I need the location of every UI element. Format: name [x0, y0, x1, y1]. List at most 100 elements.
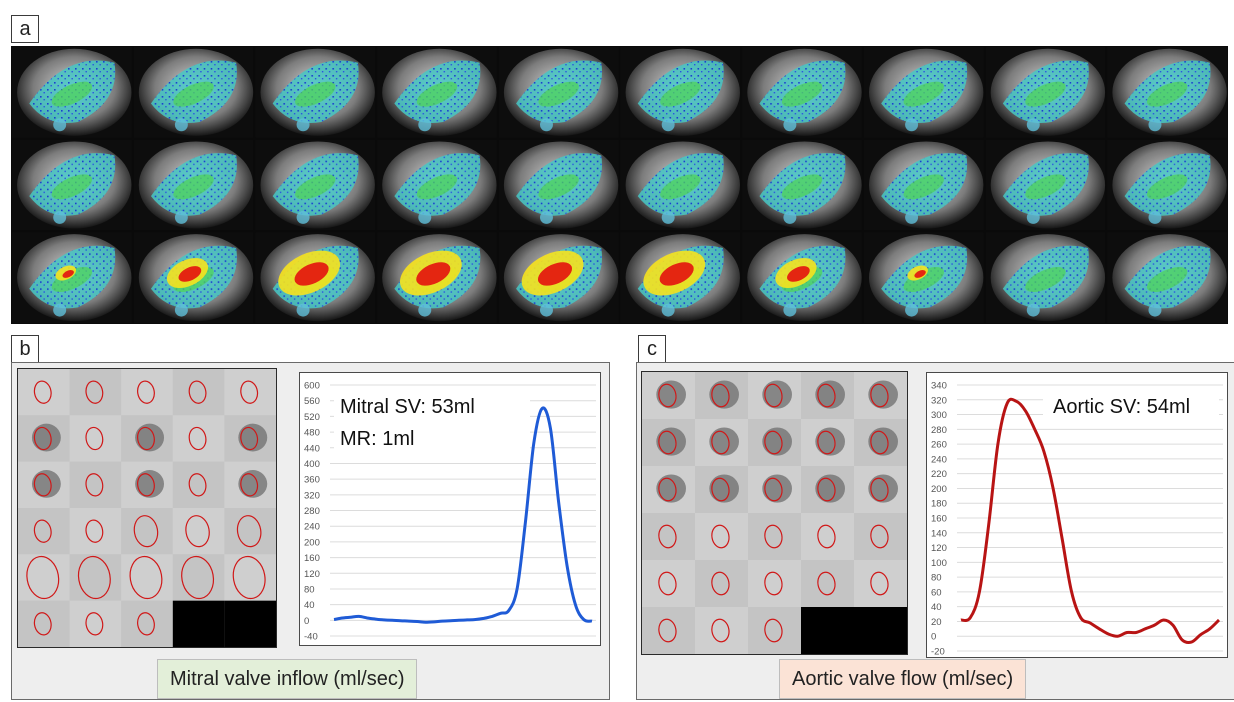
roi-tile — [748, 372, 801, 419]
aortic-annotation-box — [1043, 386, 1219, 426]
aortic-flow-plot: 3403203002802602402202001801601401201008… — [931, 381, 1223, 657]
roi-tile — [172, 554, 225, 601]
flow-map-thumbnail — [12, 232, 132, 323]
y-tick-label: 240 — [304, 522, 320, 533]
flow-map-thumbnail — [498, 232, 619, 323]
flow-map-thumbnail — [863, 47, 984, 138]
flow-map-image-strip — [11, 46, 1228, 324]
roi-tile — [69, 415, 122, 462]
roi-tile — [854, 466, 907, 513]
panel-c-label: c — [638, 335, 666, 363]
roi-tile — [172, 508, 225, 555]
roi-tile — [642, 419, 695, 466]
roi-tile — [69, 508, 122, 555]
flow-map-thumbnail — [620, 139, 741, 231]
y-tick-label: 80 — [931, 573, 942, 584]
flow-map-thumbnail — [985, 232, 1106, 323]
y-tick-label: 180 — [931, 499, 947, 510]
roi-tile — [748, 466, 801, 513]
y-tick-label: 520 — [304, 412, 320, 423]
flow-map-thumbnail — [1107, 47, 1227, 138]
y-tick-label: 220 — [931, 469, 947, 480]
flow-map-thumbnail — [985, 139, 1106, 231]
roi-tile — [224, 415, 276, 462]
panel-b-label: b — [11, 335, 39, 363]
y-tick-label: 40 — [304, 600, 315, 611]
roi-tile — [18, 508, 70, 555]
roi-tile — [69, 461, 122, 508]
y-tick-label: 140 — [931, 528, 947, 539]
roi-tile — [642, 466, 695, 513]
flow-map-thumbnail — [985, 47, 1106, 138]
flow-map-thumbnail — [377, 47, 497, 138]
roi-tile — [224, 554, 276, 601]
roi-tile — [18, 415, 70, 462]
roi-tile — [854, 513, 907, 560]
roi-tile — [121, 415, 173, 462]
y-tick-label: -40 — [304, 632, 318, 643]
roi-tile — [695, 419, 748, 466]
roi-tile — [172, 600, 225, 647]
roi-tile — [224, 461, 276, 508]
y-tick-label: 100 — [931, 558, 947, 569]
roi-tile — [172, 369, 225, 416]
roi-tile — [801, 560, 854, 607]
flow-map-thumbnail — [742, 47, 862, 138]
roi-tile — [748, 513, 801, 560]
panel-c: 340 320 300 280 260 240 220 200 180 160 140 120 100 8… — [636, 362, 1234, 700]
y-tick-label: 360 — [304, 475, 320, 486]
roi-tile — [748, 607, 801, 654]
flow-map-thumbnail — [742, 232, 862, 323]
mitral-sv-label: Mitral SV: 53ml — [340, 396, 475, 418]
aortic-caption: Aortic valve flow (ml/sec) — [779, 659, 1027, 699]
mitral-flow-plot: 6005605204804404003603202802402001601208… — [304, 381, 596, 643]
roi-tile — [801, 372, 854, 419]
roi-tile — [854, 560, 907, 607]
roi-tile — [172, 415, 225, 462]
panel-b: 600 560 520 480 440 400 360 320 280 240 200 160 120 8… — [11, 362, 610, 700]
roi-tile — [18, 554, 70, 601]
y-tick-label: 280 — [304, 506, 320, 517]
roi-tile — [18, 461, 70, 508]
roi-tile — [801, 607, 854, 654]
roi-tile — [121, 600, 173, 647]
roi-tile — [695, 513, 748, 560]
roi-tile — [642, 560, 695, 607]
y-tick-label: 200 — [304, 537, 320, 548]
y-tick-label: 60 — [931, 587, 942, 598]
aortic-roi-contours — [642, 372, 907, 654]
mitral-flow-chart: 600 560 520 480 440 400 360 320 280 240 200 160 120 8… — [299, 372, 601, 646]
roi-tile — [121, 508, 173, 555]
flow-map-thumbnail — [255, 47, 376, 138]
roi-tile — [748, 419, 801, 466]
roi-tile — [801, 419, 854, 466]
flow-map-thumbnail — [620, 232, 741, 323]
y-tick-label: 120 — [304, 569, 320, 580]
y-tick-label: 0 — [304, 616, 309, 627]
flow-map-thumbnail — [742, 139, 862, 231]
flow-map-thumbnail — [377, 232, 497, 323]
roi-tile — [642, 513, 695, 560]
roi-tile — [854, 372, 907, 419]
roi-tile — [69, 600, 122, 647]
roi-tile — [18, 600, 70, 647]
y-tick-label: 240 — [931, 454, 947, 465]
flow-map-thumbnail — [498, 139, 619, 231]
y-tick-label: 560 — [304, 396, 320, 407]
roi-tile — [224, 508, 276, 555]
flow-map-thumbnail — [863, 139, 984, 231]
flow-map-thumbnail — [133, 47, 254, 138]
roi-tile — [695, 560, 748, 607]
flow-map-thumbnail — [498, 47, 619, 138]
panel-a-label: a — [11, 15, 39, 43]
y-tick-label: 320 — [931, 395, 947, 406]
roi-tile — [121, 461, 173, 508]
roi-tile — [748, 560, 801, 607]
roi-tile — [801, 466, 854, 513]
y-tick-label: 20 — [931, 617, 942, 628]
y-tick-label: 480 — [304, 428, 320, 439]
flow-map-thumbnail — [12, 139, 132, 231]
flow-map-thumbnail — [255, 139, 376, 231]
mitral-mr-label: MR: 1ml — [340, 428, 414, 450]
mitral-roi-contours — [18, 369, 276, 647]
